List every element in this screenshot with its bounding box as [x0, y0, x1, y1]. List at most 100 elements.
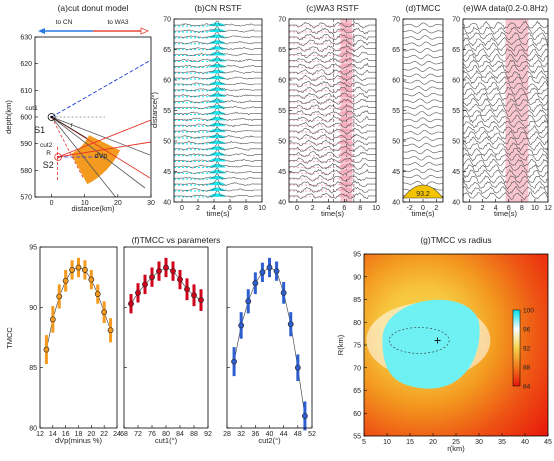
waveform-trace: [289, 33, 376, 41]
waveform-trace: [174, 25, 262, 33]
data-point: [259, 269, 266, 276]
waveform-trace: [403, 142, 443, 148]
x-tick-label: 24: [113, 431, 121, 438]
waveform-trace: [403, 162, 443, 167]
to-wa3-arrowhead: [140, 27, 150, 35]
waveform-trace: [289, 168, 376, 176]
heatmap-contour: [388, 327, 450, 354]
panel-g-title: (g)TMCC vs radius: [420, 235, 491, 245]
waveform-trace: [289, 80, 376, 88]
y-tick-label: 70: [278, 17, 286, 24]
fit-curve: [46, 267, 111, 350]
waveform-trace: [463, 86, 548, 96]
x-tick-label: 92: [204, 431, 212, 438]
waveform-trace: [174, 61, 262, 69]
data-point: [198, 297, 204, 303]
y-tick-label: 45: [163, 169, 171, 176]
ray-line-red: [58, 141, 151, 158]
r-label: r: [70, 122, 73, 129]
waveform-trace: [174, 149, 262, 157]
tmcc-value-label: 93.2: [416, 191, 430, 198]
waveform-trace: [289, 57, 376, 64]
x-tick-label: 32: [237, 431, 245, 438]
waveform-trace: [174, 66, 262, 74]
y-tick-label: 65: [452, 47, 460, 54]
waveform-trace: [289, 162, 376, 170]
data-point: [280, 289, 287, 296]
waveform-trace: [403, 73, 443, 79]
waveform-trace: [289, 192, 376, 200]
data-point: [231, 358, 237, 365]
y-tick-label: 70: [163, 17, 171, 24]
waveform-trace: [289, 174, 376, 182]
panel-a: 0 10 20 30 570 580 590 600 610 620 630 (a)cut donut…: [4, 3, 155, 213]
rstf-fill: [208, 122, 227, 127]
x-tick-label: 40: [266, 431, 274, 438]
to-cn-label: to CN: [56, 19, 73, 26]
waveform-trace: [463, 119, 548, 129]
data-point: [287, 321, 294, 328]
s2-marker: [54, 153, 63, 161]
data-point: [156, 268, 162, 275]
waveform-trace: [463, 81, 548, 91]
y-tick-label: 85: [29, 365, 37, 372]
data-point: [56, 293, 63, 300]
panel-a-ylabel: depth(km): [4, 100, 13, 134]
y-tick-label: 65: [278, 47, 286, 54]
waveform-trace: [403, 22, 443, 28]
cut1-label: cut1: [25, 105, 38, 112]
waveform-trace: [174, 55, 262, 63]
waveform-trace: [463, 26, 548, 35]
waveform-trace: [174, 173, 262, 180]
waveform-trace: [289, 69, 376, 76]
cut-line-blue: [51, 59, 151, 118]
waveform-trace: [463, 92, 548, 102]
waveform-trace: [403, 35, 443, 40]
waveform-trace: [289, 127, 376, 135]
rstf-fill: [208, 169, 227, 174]
panel-content: [289, 19, 376, 202]
waveform-trace: [463, 48, 548, 58]
rstf-fill: [208, 146, 227, 150]
panel-xlabel: time(s): [321, 209, 344, 218]
colorbar-tick-label: 92: [523, 346, 531, 353]
x-tick-label: 14: [49, 431, 57, 438]
waveform-trace: [463, 37, 548, 47]
y-tick-label: 630: [20, 35, 32, 42]
panel-content: [403, 22, 443, 199]
waveform-trace: [463, 59, 548, 68]
waveform-trace: [289, 27, 376, 35]
rstf-fill: [336, 81, 355, 85]
x-tick-label: 12: [36, 431, 44, 438]
waveform-trace: [403, 104, 443, 110]
waveform-trace: [289, 74, 376, 82]
rstf-fill: [336, 105, 355, 109]
rstf-fill: [336, 110, 355, 115]
y-tick-label: 95: [29, 245, 37, 252]
rstf-fill: [336, 34, 355, 38]
x-tick-label: 30: [475, 439, 483, 446]
y-tick-label: 60: [278, 78, 286, 85]
panel-title: (e)WA data(0.2-0.8Hz): [463, 3, 548, 13]
waveform-trace: [463, 175, 548, 184]
waveform-trace: [174, 49, 262, 57]
x-tick-label: 8: [520, 205, 524, 212]
panel-xlabel: time(s): [494, 209, 517, 218]
y-tick-label: 70: [392, 17, 400, 24]
x-tick-label: 10: [531, 205, 539, 212]
y-tick-label: 80: [353, 320, 361, 327]
panel-xlabel: time(s): [207, 209, 230, 218]
waveform-trace: [463, 64, 548, 74]
y-tick-label: 90: [29, 305, 37, 312]
waveform-trace: [463, 114, 548, 124]
data-point: [88, 276, 95, 283]
waveform-trace: [403, 79, 443, 85]
y-tick-label: 50: [163, 139, 171, 146]
waveform-trace: [403, 41, 443, 47]
colorbar-tick-label: 96: [523, 327, 531, 334]
y-tick-label: 40: [163, 200, 171, 207]
waveform-trace: [174, 167, 262, 174]
heatmap-peak-zone: [382, 299, 480, 389]
waveform-trace: [289, 116, 376, 123]
waveform-trace: [463, 158, 548, 168]
